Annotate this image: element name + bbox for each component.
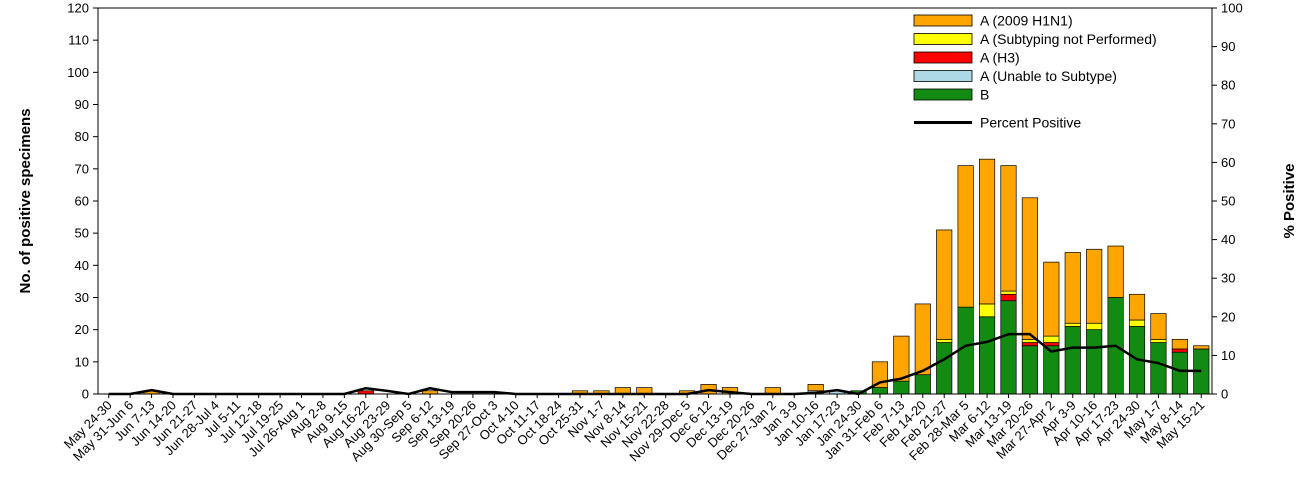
y-axis-title: No. of positive specimens: [17, 108, 34, 293]
y2-tick-label: 30: [1221, 271, 1235, 286]
bar-segment-0-43: [1021, 345, 1038, 395]
bar-segment-3-39: [936, 338, 953, 343]
y2-tick-label: 60: [1221, 155, 1235, 170]
legend-swatch-4: [913, 14, 973, 27]
legend-label-1: A (Unable to Subtype): [980, 68, 1117, 84]
bar-segment-0-49: [1150, 342, 1167, 395]
bar-segment-4-48: [1128, 293, 1146, 321]
right-axis: 0 10 20 30 40 50 60 70 80 90 100: [1212, 1, 1243, 402]
bar-segment-0-41: [978, 316, 996, 395]
bar-segment-4-47: [1107, 245, 1124, 298]
bar-segment-3-41: [978, 303, 996, 318]
bar-segment-2-42: [1000, 293, 1017, 302]
legend-label-line: Percent Positive: [980, 115, 1081, 131]
bar-segment-2-50: [1171, 348, 1188, 353]
bar-segment-3-45: [1064, 322, 1081, 327]
y-tick-label: 100: [67, 65, 89, 80]
bar-segment-0-42: [1000, 300, 1017, 395]
bar-segment-4-43: [1021, 197, 1038, 340]
bar-segment-4-51: [1193, 345, 1210, 350]
y-tick-label: 10: [75, 354, 89, 369]
legend-label-2: A (H3): [980, 50, 1020, 66]
legend-label-4: A (2009 H1N1): [980, 13, 1073, 29]
bar-segment-4-37: [893, 335, 910, 382]
y2-tick-label: 100: [1221, 1, 1243, 16]
y2-tick-label: 80: [1221, 78, 1235, 93]
bar-segment-0-38: [914, 374, 931, 395]
y-tick-label: 30: [75, 290, 89, 305]
bar-segment-4-49: [1150, 313, 1167, 340]
bar-segment-4-33: [807, 384, 824, 392]
legend-label-0: B: [980, 87, 989, 103]
y-tick-label: 60: [75, 194, 89, 209]
y2-tick-label: 0: [1221, 387, 1228, 402]
y-tick-label: 40: [75, 258, 89, 273]
bar-segment-0-39: [936, 342, 953, 395]
legend: A (2009 H1N1) A (Subtyping not Performed)…: [913, 13, 1157, 131]
bar-segment-4-45: [1064, 252, 1081, 324]
y-tick-label: 20: [75, 322, 89, 337]
y2-tick-label: 90: [1221, 39, 1235, 54]
bar-segment-3-49: [1150, 338, 1167, 343]
bar-segment-0-36: [871, 387, 888, 395]
bar-segment-0-45: [1064, 326, 1081, 395]
legend-swatch-2: [913, 51, 973, 64]
y2-tick-label: 70: [1221, 116, 1235, 131]
bar-segment-4-46: [1086, 248, 1103, 324]
bar-segment-3-44: [1043, 335, 1060, 343]
bar-segment-2-44: [1043, 342, 1060, 347]
y-tick-label: 0: [82, 387, 89, 402]
y-tick-label: 50: [75, 226, 89, 241]
legend-swatch-0: [913, 88, 973, 101]
bar-segment-2-43: [1021, 342, 1038, 347]
y2-tick-label: 10: [1221, 348, 1235, 363]
bar-segment-0-50: [1171, 351, 1188, 395]
bars-layer: [143, 158, 1210, 395]
y2-axis-title: % Positive: [1281, 163, 1298, 238]
bar-segment-0-46: [1086, 329, 1103, 395]
y2-tick-label: 40: [1221, 232, 1235, 247]
bar-segment-4-41: [978, 158, 996, 305]
legend-label-3: A (Subtyping not Performed): [980, 31, 1157, 47]
y-tick-label: 90: [75, 97, 89, 112]
y2-tick-label: 50: [1221, 194, 1235, 209]
bar-segment-4-38: [914, 303, 931, 376]
bar-segment-3-48: [1128, 319, 1146, 327]
bar-segment-0-37: [893, 380, 910, 395]
bar-segment-4-39: [936, 229, 953, 340]
left-axis: 0 10 20 30 40 50 60 70 80 90 100 110 120: [67, 1, 98, 402]
y-tick-label: 110: [68, 33, 89, 48]
bar-segment-4-44: [1043, 261, 1060, 337]
y-tick-label: 70: [75, 161, 89, 176]
bar-segment-4-50: [1171, 338, 1188, 350]
legend-swatch-3: [913, 33, 973, 45]
bar-segment-3-46: [1086, 322, 1103, 331]
y-tick-label: 120: [67, 1, 89, 16]
bar-segment-4-42: [1000, 165, 1017, 292]
bar-segment-0-44: [1043, 345, 1060, 395]
y2-tick-label: 20: [1221, 309, 1235, 324]
bar-segment-4-40: [957, 165, 974, 308]
y-tick-label: 80: [75, 129, 89, 144]
bar-segment-3-42: [1000, 290, 1017, 295]
legend-swatch-1: [913, 70, 973, 82]
